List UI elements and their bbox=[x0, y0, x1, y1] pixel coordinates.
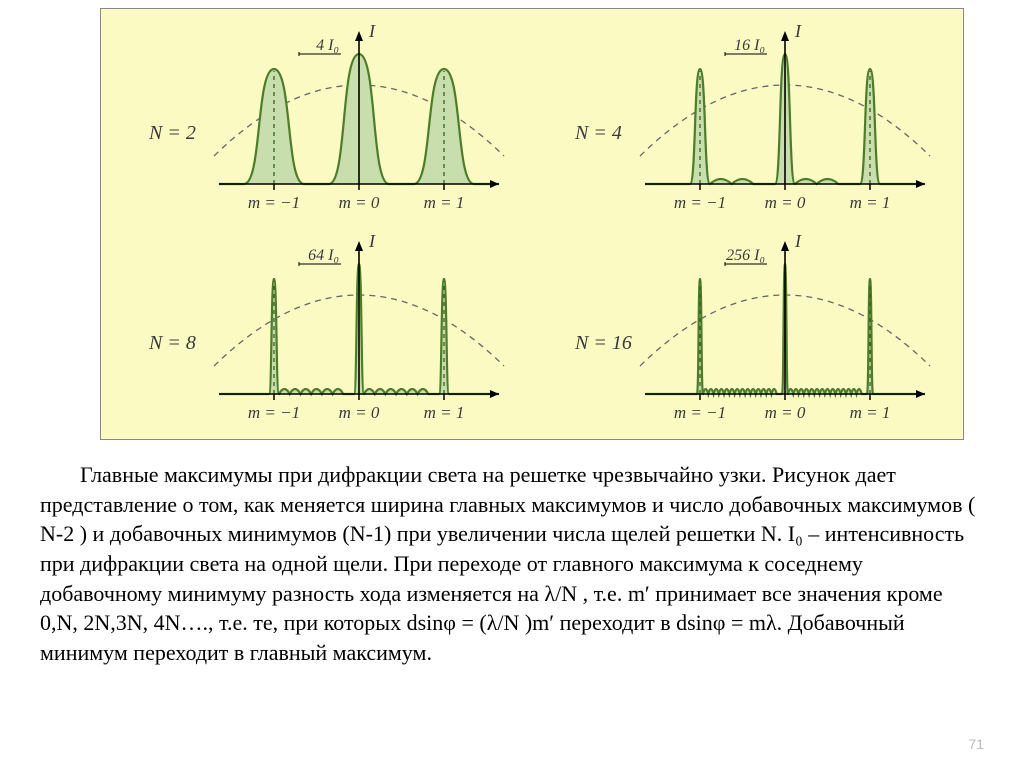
svg-text:16 I₀: 16 I₀ bbox=[734, 37, 765, 54]
panel-n16: Im = −1 m = 0 m = 1 256 I₀ N = 16 bbox=[537, 229, 953, 429]
svg-text:I: I bbox=[368, 21, 376, 41]
svg-text:m = 1: m = 1 bbox=[424, 403, 465, 422]
panel-n4: Im = −1 m = 0 m = 1 16 I₀ N = 4 bbox=[537, 19, 953, 219]
body-text: Главные максимумы при дифракции света на… bbox=[0, 460, 1024, 668]
body-paragraph: Главные максимумы при дифракции света на… bbox=[40, 460, 984, 668]
page-number: 71 bbox=[968, 736, 984, 752]
svg-text:m = 1: m = 1 bbox=[424, 193, 465, 212]
svg-text:I: I bbox=[368, 231, 376, 251]
svg-text:4 I₀: 4 I₀ bbox=[316, 37, 339, 54]
svg-text:N = 4: N = 4 bbox=[574, 122, 622, 144]
diffraction-figure: Im = −1 m = 0 m = 1 4 I₀ N = 2 Im = −1 m = 0 m… bbox=[100, 8, 964, 440]
svg-text:I: I bbox=[794, 231, 802, 251]
svg-text:m = 0: m = 0 bbox=[765, 193, 806, 212]
panel-n8: Im = −1 m = 0 m = 1 64 I₀ N = 8 bbox=[111, 229, 527, 429]
svg-text:I: I bbox=[794, 21, 802, 41]
svg-text:N = 16: N = 16 bbox=[574, 332, 632, 354]
svg-text:m = 0: m = 0 bbox=[339, 193, 380, 212]
svg-text:m = −1: m = −1 bbox=[248, 403, 300, 422]
svg-text:m = 0: m = 0 bbox=[339, 403, 380, 422]
svg-text:64 I₀: 64 I₀ bbox=[308, 247, 339, 264]
panel-n2: Im = −1 m = 0 m = 1 4 I₀ N = 2 bbox=[111, 19, 527, 219]
svg-text:m = 1: m = 1 bbox=[850, 403, 891, 422]
svg-text:m = 1: m = 1 bbox=[850, 193, 891, 212]
svg-text:N = 8: N = 8 bbox=[148, 332, 196, 354]
svg-text:m = −1: m = −1 bbox=[674, 193, 726, 212]
svg-text:m = 0: m = 0 bbox=[765, 403, 806, 422]
svg-text:N = 2: N = 2 bbox=[148, 122, 196, 144]
svg-text:m = −1: m = −1 bbox=[674, 403, 726, 422]
svg-text:m = −1: m = −1 bbox=[248, 193, 300, 212]
svg-text:256 I₀: 256 I₀ bbox=[726, 247, 765, 264]
